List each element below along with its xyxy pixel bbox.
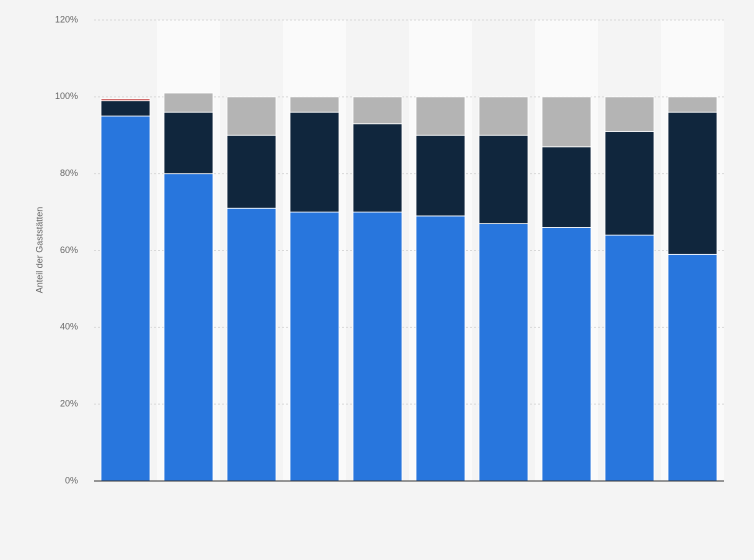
bar-segment (163, 111, 214, 175)
bar-segment (478, 223, 529, 482)
bar-segment (541, 227, 592, 482)
bar-segment (541, 146, 592, 228)
y-tick-label: 40% (60, 322, 78, 332)
bar-segment (226, 134, 277, 209)
bar-segment (667, 253, 718, 482)
bar-segment (289, 111, 340, 213)
bar-segment (667, 96, 718, 113)
bar-segment (100, 100, 151, 117)
bar-segment (226, 207, 277, 482)
bar-segment (352, 123, 403, 213)
bar-segment (415, 134, 466, 217)
bar-segment (541, 96, 592, 148)
y-tick-label: 60% (60, 245, 78, 255)
bar-segment (289, 96, 340, 113)
bar-segment (289, 211, 340, 482)
bar-segment (415, 96, 466, 136)
bar-segment (226, 96, 277, 136)
bar-segment (667, 111, 718, 255)
bar-segment (604, 234, 655, 482)
y-tick-label: 120% (55, 14, 78, 24)
bar-segment (100, 98, 151, 102)
bar-segment (415, 215, 466, 482)
bar-segment (604, 96, 655, 132)
bar-segment (163, 173, 214, 482)
y-axis-label: Anteil der Gaststätten (34, 207, 44, 294)
bar-segment (352, 96, 403, 125)
bar-segment (100, 115, 151, 482)
bar-segment (604, 131, 655, 236)
bar-segment (478, 96, 529, 136)
bar-segment (352, 211, 403, 482)
y-tick-label: 20% (60, 399, 78, 409)
y-tick-label: 80% (60, 168, 78, 178)
bar-segment (163, 92, 214, 113)
bar-segment (478, 134, 529, 225)
y-tick-label: 100% (55, 91, 78, 101)
y-tick-label: 0% (65, 475, 78, 485)
